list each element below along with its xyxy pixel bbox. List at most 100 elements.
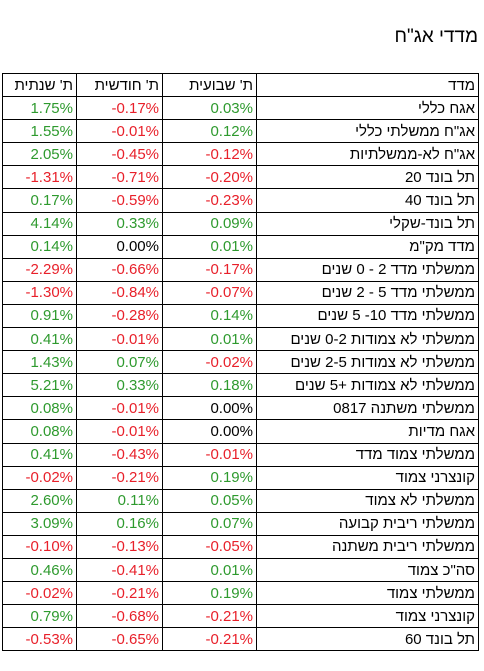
index-name-cell: תל בונד 20 xyxy=(256,165,479,190)
monthly-return-cell: -0.59% xyxy=(76,188,163,213)
index-name-cell: ממשלתי ריבית משתנה xyxy=(256,534,479,559)
monthly-return-cell: -0.21% xyxy=(76,465,163,490)
annual-return-cell: 3.09% xyxy=(2,511,77,536)
monthly-return-cell: -0.01% xyxy=(76,396,163,421)
table-row: 2.60% 0.11% 0.05% ממשלתי לא צמוד xyxy=(2,488,479,513)
index-name-cell: אג"ח ממשלתי כללי xyxy=(256,119,479,144)
index-name-cell: ממשלתי משתנה 0817 xyxy=(256,396,479,421)
table-row: 5.21% 0.33% 0.18% ממשלתי לא צמודות +5 שנים xyxy=(2,373,479,398)
weekly-return-cell: 0.12% xyxy=(162,119,257,144)
weekly-return-cell: -0.01% xyxy=(162,442,257,467)
annual-return-cell: -0.02% xyxy=(2,465,77,490)
table-row: -1.30% -0.84% -0.07% ממשלתי מדד 5 - 2 שנים xyxy=(2,280,479,305)
index-name-cell: ממשלתי לא צמודות 2-5 שנים xyxy=(256,350,479,375)
table-header-row: ת' שנתית ת' חודשית ת' שבועית מדד xyxy=(2,72,479,98)
monthly-return-cell: -0.68% xyxy=(76,604,163,629)
annual-return-cell: 5.21% xyxy=(2,373,77,398)
monthly-return-cell: -0.21% xyxy=(76,581,163,606)
index-name-cell: מדד מק"מ xyxy=(256,234,479,259)
weekly-return-cell: -0.02% xyxy=(162,350,257,375)
header-monthly: ת' חודשית xyxy=(76,72,163,98)
table-row: -0.53% -0.65% -0.21% תל בונד 60 xyxy=(2,627,479,652)
monthly-return-cell: 0.11% xyxy=(76,488,163,513)
monthly-return-cell: -0.84% xyxy=(76,280,163,305)
annual-return-cell: 1.43% xyxy=(2,350,77,375)
annual-return-cell: -0.10% xyxy=(2,534,77,559)
table-row: 0.17% -0.59% -0.23% תל בונד 40 xyxy=(2,188,479,213)
weekly-return-cell: 0.09% xyxy=(162,211,257,236)
index-name-cell: ממשלתי לא צמודות +5 שנים xyxy=(256,373,479,398)
annual-return-cell: 0.08% xyxy=(2,396,77,421)
monthly-return-cell: 0.00% xyxy=(76,234,163,259)
weekly-return-cell: 0.01% xyxy=(162,234,257,259)
weekly-return-cell: 0.14% xyxy=(162,303,257,329)
weekly-return-cell: 0.07% xyxy=(162,511,257,536)
table-row: -2.29% -0.66% -0.17% ממשלתי מדד 2 - 0 שנים xyxy=(2,257,479,282)
weekly-return-cell: -0.23% xyxy=(162,188,257,213)
weekly-return-cell: -0.05% xyxy=(162,534,257,559)
annual-return-cell: 0.41% xyxy=(2,327,77,352)
monthly-return-cell: -0.01% xyxy=(76,119,163,144)
bond-indices-table: ת' שנתית ת' חודשית ת' שבועית מדד 1.75% -0… xyxy=(2,72,479,652)
weekly-return-cell: -0.07% xyxy=(162,280,257,305)
table-row: 1.55% -0.01% 0.12% אג"ח ממשלתי כללי xyxy=(2,119,479,144)
index-name-cell: קונצרני צמוד xyxy=(256,465,479,490)
monthly-return-cell: -0.01% xyxy=(76,327,163,352)
annual-return-cell: -0.53% xyxy=(2,627,77,652)
index-name-cell: ממשלתי מדד 2 - 0 שנים xyxy=(256,257,479,282)
annual-return-cell: 0.91% xyxy=(2,303,77,329)
table-row: -0.02% -0.21% 0.19% קונצרני צמוד xyxy=(2,465,479,490)
table-row: 0.41% -0.43% -0.01% ממשלתי צמוד מדד xyxy=(2,442,479,467)
monthly-return-cell: -0.71% xyxy=(76,165,163,190)
index-name-cell: תל בונד-שקלי xyxy=(256,211,479,236)
index-name-cell: ממשלתי מדד 10- 5 שנים xyxy=(256,303,479,329)
index-name-cell: סה"כ צמוד xyxy=(256,557,479,583)
monthly-return-cell: -0.43% xyxy=(76,442,163,467)
annual-return-cell: 2.05% xyxy=(2,142,77,167)
weekly-return-cell: 0.19% xyxy=(162,581,257,606)
index-name-cell: קונצרני צמוד xyxy=(256,604,479,629)
header-weekly: ת' שבועית xyxy=(162,72,257,98)
annual-return-cell: 1.75% xyxy=(2,96,77,121)
header-index: מדד xyxy=(256,72,479,98)
index-name-cell: אגח כללי xyxy=(256,96,479,121)
monthly-return-cell: -0.01% xyxy=(76,419,163,444)
table-row: 0.91% -0.28% 0.14% ממשלתי מדד 10- 5 שנים xyxy=(2,303,479,329)
table-row: 1.43% 0.07% -0.02% ממשלתי לא צמודות 2-5 שני… xyxy=(2,350,479,375)
index-name-cell: ממשלתי לא צמודות 0-2 שנים xyxy=(256,327,479,352)
weekly-return-cell: 0.05% xyxy=(162,488,257,513)
table-row: -0.02% -0.21% 0.19% ממשלתי צמוד xyxy=(2,581,479,606)
weekly-return-cell: -0.17% xyxy=(162,257,257,282)
annual-return-cell: -0.02% xyxy=(2,581,77,606)
header-annual: ת' שנתית xyxy=(2,72,77,98)
weekly-return-cell: -0.21% xyxy=(162,627,257,652)
annual-return-cell: 0.79% xyxy=(2,604,77,629)
annual-return-cell: -2.29% xyxy=(2,257,77,282)
index-name-cell: אג"ח לא-ממשלתיות xyxy=(256,142,479,167)
annual-return-cell: 4.14% xyxy=(2,211,77,236)
monthly-return-cell: -0.45% xyxy=(76,142,163,167)
index-name-cell: ממשלתי צמוד מדד xyxy=(256,442,479,467)
weekly-return-cell: 0.03% xyxy=(162,96,257,121)
monthly-return-cell: 0.07% xyxy=(76,350,163,375)
table-row: -1.31% -0.71% -0.20% תל בונד 20 xyxy=(2,165,479,190)
table-row: 4.14% 0.33% 0.09% תל בונד-שקלי xyxy=(2,211,479,236)
table-row: 1.75% -0.17% 0.03% אגח כללי xyxy=(2,96,479,121)
index-name-cell: ממשלתי צמוד xyxy=(256,581,479,606)
table-row: 0.79% -0.68% -0.21% קונצרני צמוד xyxy=(2,604,479,629)
table-row: 0.08% -0.01% 0.00% ממשלתי משתנה 0817 xyxy=(2,396,479,421)
weekly-return-cell: -0.20% xyxy=(162,165,257,190)
page-title: מדדי אג"ח xyxy=(394,26,478,47)
weekly-return-cell: 0.19% xyxy=(162,465,257,490)
monthly-return-cell: 0.33% xyxy=(76,373,163,398)
weekly-return-cell: 0.00% xyxy=(162,396,257,421)
annual-return-cell: -1.31% xyxy=(2,165,77,190)
annual-return-cell: 0.41% xyxy=(2,442,77,467)
monthly-return-cell: 0.16% xyxy=(76,511,163,536)
annual-return-cell: 0.08% xyxy=(2,419,77,444)
weekly-return-cell: 0.01% xyxy=(162,557,257,583)
monthly-return-cell: -0.17% xyxy=(76,96,163,121)
weekly-return-cell: 0.01% xyxy=(162,327,257,352)
index-name-cell: תל בונד 40 xyxy=(256,188,479,213)
table-row: -0.10% -0.13% -0.05% ממשלתי ריבית משתנה xyxy=(2,534,479,559)
